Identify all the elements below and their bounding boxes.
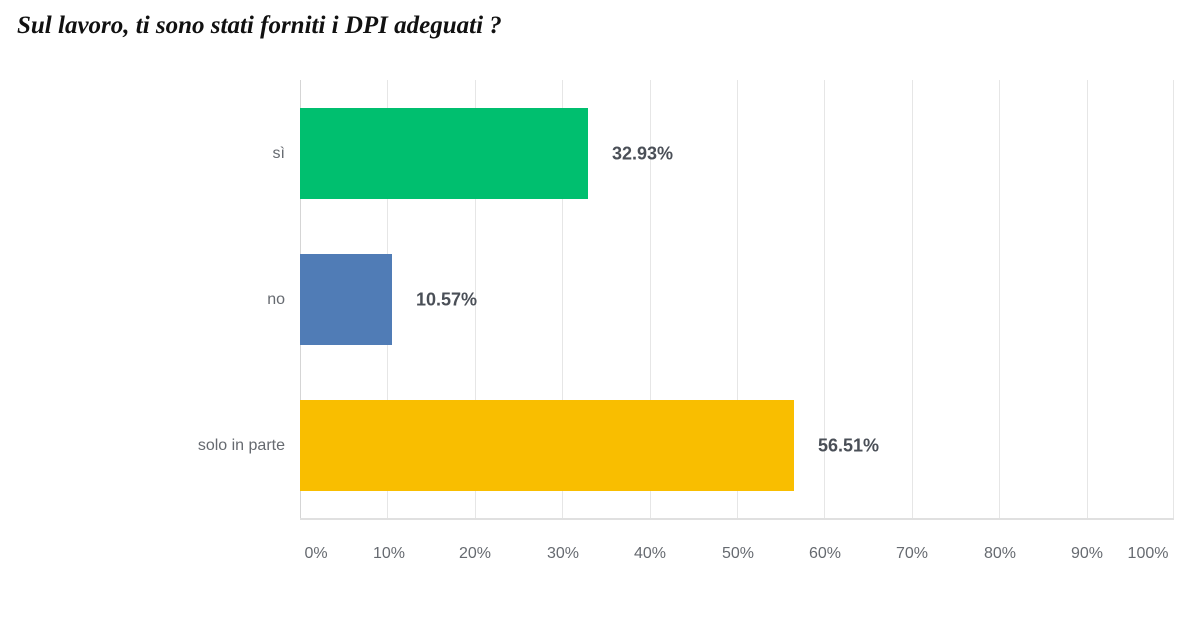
- x-tick-90: 90%: [1070, 545, 1104, 562]
- gridline: [475, 80, 476, 520]
- value-label-si: 32.93%: [612, 143, 674, 164]
- gridline: [912, 80, 913, 520]
- plot-area: 32.93% 10.57% 56.51%: [300, 80, 1174, 520]
- gridline: [562, 80, 563, 520]
- x-tick-100: 100%: [1127, 545, 1169, 562]
- category-label-solo-in-parte: solo in parte: [197, 437, 285, 454]
- x-tick-30: 30%: [546, 545, 580, 562]
- x-tick-60: 60%: [808, 545, 842, 562]
- gridline: [824, 80, 825, 520]
- gridline: [737, 80, 738, 520]
- gridline: [650, 80, 651, 520]
- x-tick-50: 50%: [721, 545, 755, 562]
- gridline: [1087, 80, 1088, 520]
- bar-si: [300, 108, 588, 199]
- x-tick-20: 20%: [458, 545, 492, 562]
- x-tick-10: 10%: [372, 545, 406, 562]
- bar-solo-in-parte: [300, 400, 794, 491]
- x-tick-0: 0%: [304, 545, 328, 562]
- gridline: [1173, 80, 1174, 520]
- x-tick-70: 70%: [895, 545, 929, 562]
- chart-title: Sul lavoro, ti sono stati forniti i DPI …: [17, 12, 502, 39]
- category-label-no: no: [267, 291, 285, 308]
- gridline: [999, 80, 1000, 520]
- value-label-solo-in-parte: 56.51%: [818, 435, 880, 456]
- x-tick-40: 40%: [633, 545, 667, 562]
- bar-no: [300, 254, 392, 345]
- x-tick-80: 80%: [983, 545, 1017, 562]
- x-axis-line: [300, 518, 1174, 520]
- category-label-si: sì: [272, 145, 285, 162]
- value-label-no: 10.57%: [416, 289, 478, 310]
